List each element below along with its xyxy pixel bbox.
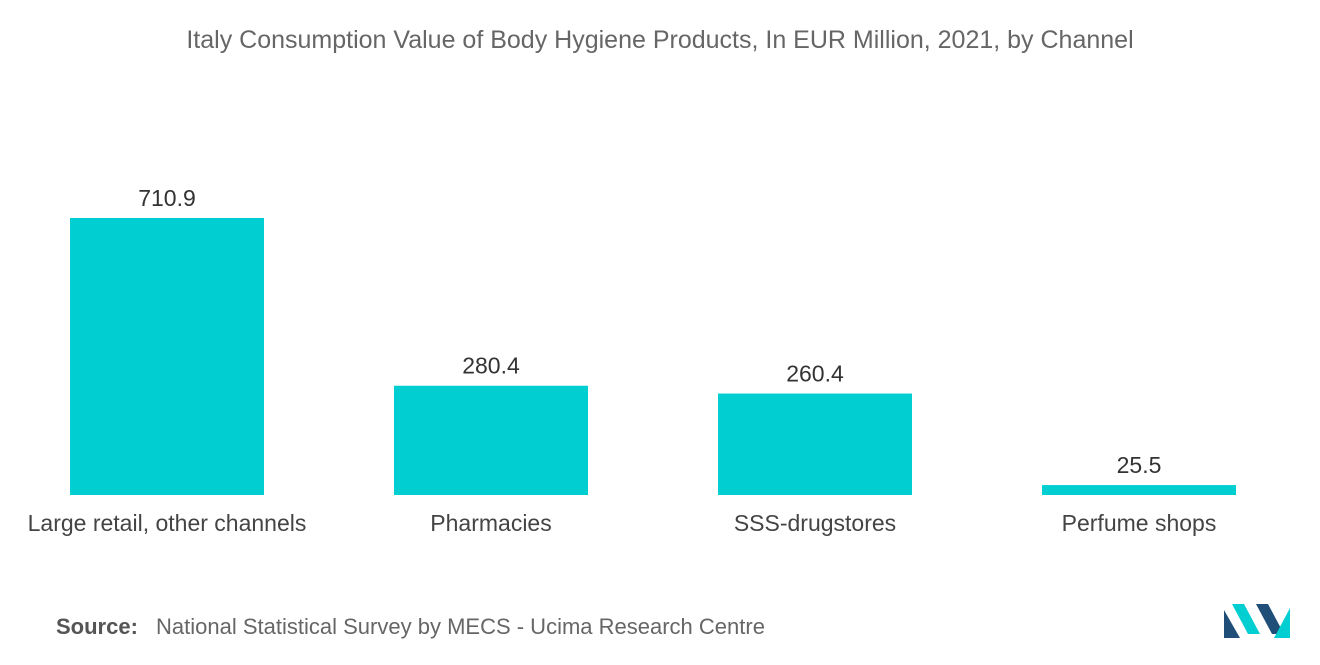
data-label-3: 25.5 bbox=[1117, 452, 1162, 478]
bar-0 bbox=[70, 218, 264, 495]
bar-3 bbox=[1042, 485, 1236, 495]
data-label-0: 710.9 bbox=[138, 185, 196, 211]
source-note: Source: National Statistical Survey by M… bbox=[56, 614, 765, 640]
category-label-2: SSS-drugstores bbox=[734, 510, 896, 536]
mordor-intelligence-logo-icon bbox=[1224, 604, 1290, 638]
bar-chart: 710.9 Large retail, other channels 280.4 Ph… bbox=[28, 185, 1236, 536]
source-label: Source: bbox=[56, 614, 138, 639]
category-label-1: Pharmacies bbox=[430, 510, 551, 536]
data-label-2: 260.4 bbox=[786, 361, 844, 387]
category-label-0: Large retail, other channels bbox=[28, 510, 307, 536]
source-text: National Statistical Survey by MECS - Uc… bbox=[156, 614, 765, 639]
bar-1 bbox=[394, 385, 588, 495]
category-label-3: Perfume shops bbox=[1062, 510, 1217, 536]
bar-2 bbox=[718, 393, 912, 495]
chart-title: Italy Consumption Value of Body Hygiene … bbox=[186, 26, 1134, 54]
data-label-1: 280.4 bbox=[462, 353, 520, 379]
